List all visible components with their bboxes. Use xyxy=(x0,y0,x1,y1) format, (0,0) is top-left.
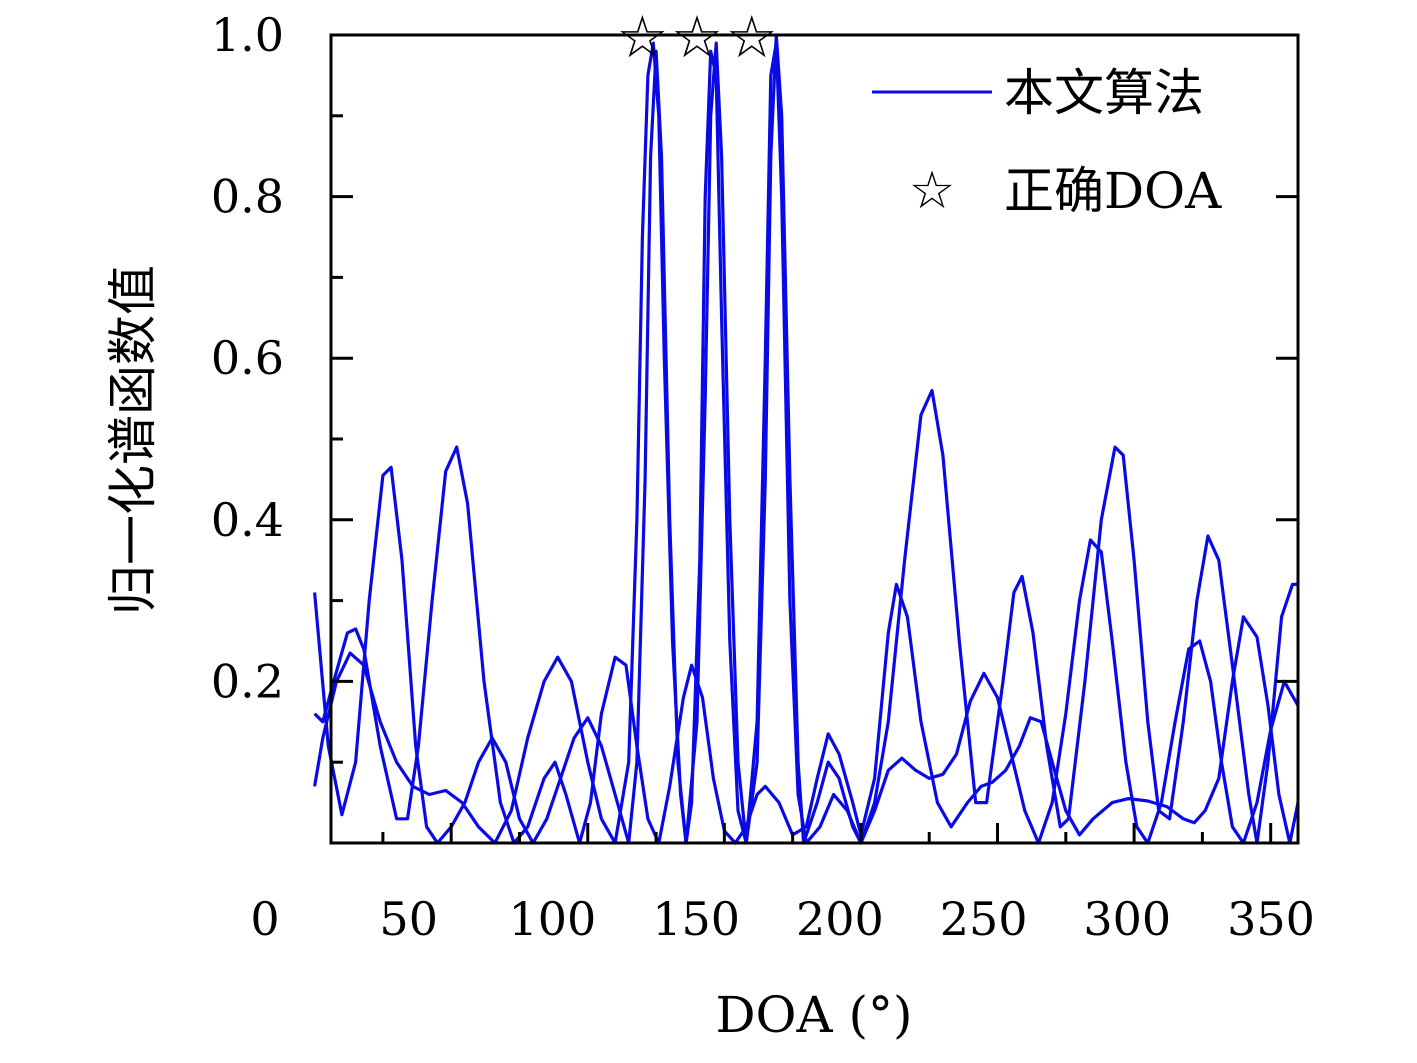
legend-label-series: 本文算法 xyxy=(1004,64,1204,122)
y-tick-label: 0.4 xyxy=(211,493,284,547)
x-tick-label: 200 xyxy=(796,892,884,946)
x-tick-label: 350 xyxy=(1227,892,1315,946)
y-tick-label: 1.0 xyxy=(211,8,284,62)
legend-star-icon: ☆ xyxy=(909,161,956,221)
axis-ticks xyxy=(331,33,1298,843)
series-line-3 xyxy=(313,33,1298,845)
plot-frame xyxy=(329,33,1300,845)
x-tick-label: 0 xyxy=(250,892,279,946)
x-tick-label: 250 xyxy=(940,892,1028,946)
x-tick-label: 50 xyxy=(379,892,438,946)
x-tick-label: 150 xyxy=(652,892,740,946)
x-tick-labels: 0 50 100 150 200 250 300 350 xyxy=(250,892,1315,946)
y-tick-label: 0.6 xyxy=(211,331,284,385)
series-lines xyxy=(313,33,1300,845)
legend: 本文算法 ☆ 正确DOA xyxy=(872,64,1222,221)
x-axis-label: DOA (°) xyxy=(715,986,912,1044)
y-tick-labels: 0.2 0.4 0.6 0.8 1.0 xyxy=(211,8,284,708)
series-line-2 xyxy=(313,445,1300,845)
series-line-1 xyxy=(313,41,1300,845)
y-axis-label: 归一化谱函数值 xyxy=(104,265,162,615)
x-tick-label: 300 xyxy=(1083,892,1171,946)
doa-star-marker-1: ☆ xyxy=(616,3,668,71)
doa-star-marker-2: ☆ xyxy=(671,3,723,71)
doa-star-marker-3: ☆ xyxy=(726,3,778,71)
y-tick-label: 0.2 xyxy=(211,654,284,708)
doa-markers: ☆ ☆ ☆ xyxy=(616,3,777,71)
x-tick-label: 100 xyxy=(508,892,596,946)
legend-label-markers: 正确DOA xyxy=(1004,162,1222,220)
y-tick-label: 0.8 xyxy=(211,170,284,224)
